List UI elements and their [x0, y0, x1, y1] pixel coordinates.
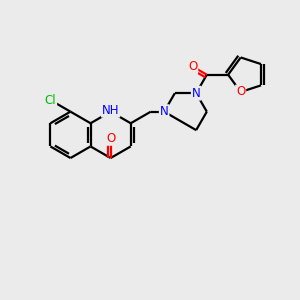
Text: N: N — [160, 105, 169, 118]
Text: O: O — [236, 85, 245, 98]
Text: NH: NH — [102, 104, 119, 117]
Text: O: O — [106, 132, 115, 145]
Text: N: N — [192, 87, 200, 100]
Text: Cl: Cl — [45, 94, 56, 106]
Text: O: O — [188, 60, 197, 73]
